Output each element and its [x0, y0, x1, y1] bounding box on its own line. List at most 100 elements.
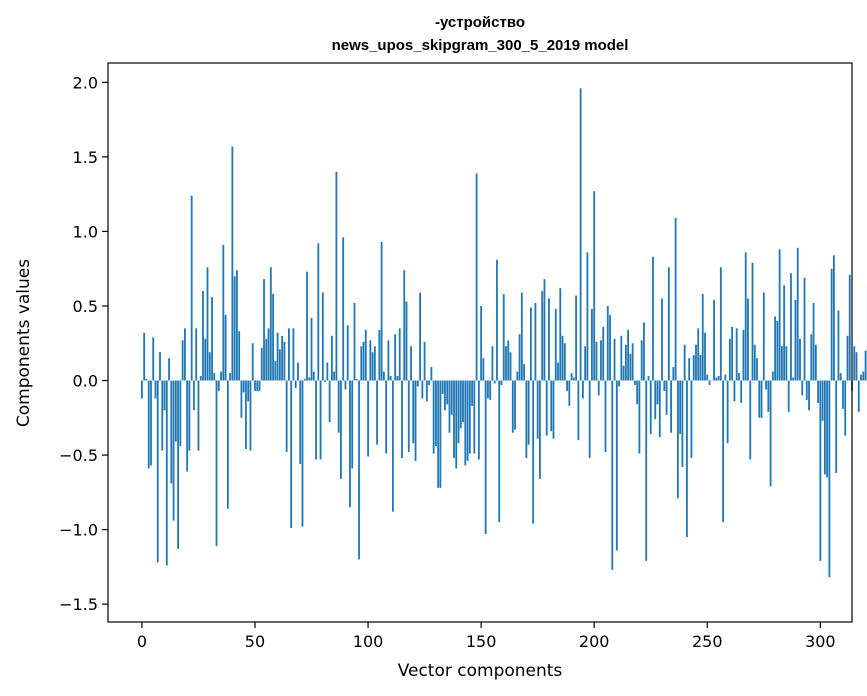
- bar-155: [491, 346, 494, 381]
- bar-300: [819, 380, 822, 561]
- bar-281: [776, 320, 779, 381]
- bar-25: [197, 380, 200, 451]
- bar-154: [489, 380, 492, 400]
- bar-26: [199, 376, 202, 381]
- bar-95: [355, 379, 358, 381]
- bar-79: [319, 380, 322, 460]
- bar-285: [785, 346, 788, 381]
- bar-227: [654, 380, 657, 420]
- x-tick-label: 0: [137, 632, 147, 651]
- bar-219: [636, 380, 639, 405]
- bar-18: [181, 340, 184, 381]
- bar-303: [826, 380, 829, 478]
- bar-88: [340, 380, 342, 479]
- bar-250: [706, 374, 709, 381]
- bar-68: [294, 380, 297, 388]
- bar-168: [520, 292, 523, 381]
- bar-210: [615, 380, 618, 551]
- bar-145: [468, 380, 471, 454]
- bar-21: [188, 380, 191, 451]
- bar-128: [430, 367, 433, 381]
- bar-109: [387, 340, 390, 381]
- bar-230: [661, 298, 663, 381]
- y-tick-label: 0.5: [73, 297, 98, 316]
- bar-113: [396, 376, 399, 381]
- bar-133: [441, 380, 444, 394]
- bar-188: [566, 380, 568, 391]
- bar-302: [823, 380, 826, 475]
- bar-4: [150, 380, 152, 466]
- y-axis-label: Components values: [14, 259, 34, 427]
- bar-206: [606, 305, 609, 381]
- bar-43: [238, 331, 241, 381]
- bar-10: [163, 380, 166, 411]
- bar-170: [525, 380, 528, 459]
- bar-282: [778, 249, 781, 381]
- bar-272: [756, 358, 758, 381]
- bar-39: [229, 373, 232, 381]
- bar-104: [376, 380, 379, 445]
- bar-187: [563, 343, 566, 381]
- bar-182: [552, 380, 555, 439]
- bar-1: [143, 332, 146, 381]
- y-tick-label: −1.5: [59, 595, 98, 614]
- bar-297: [812, 303, 815, 381]
- bar-242: [688, 358, 691, 381]
- bar-53: [260, 347, 263, 381]
- bar-92: [349, 380, 351, 508]
- bar-65: [288, 328, 290, 381]
- bar-211: [618, 380, 620, 387]
- bar-149: [477, 380, 480, 460]
- bar-156: [493, 380, 496, 384]
- bar-144: [466, 380, 469, 462]
- bar-76: [312, 371, 315, 381]
- bar-78: [317, 243, 320, 381]
- bar-277: [767, 380, 770, 412]
- bar-55: [265, 338, 268, 381]
- bar-278: [769, 380, 772, 487]
- bar-320: [864, 350, 867, 381]
- bar-91: [346, 325, 349, 381]
- bar-259: [726, 380, 729, 444]
- bar-257: [722, 380, 725, 523]
- bar-84: [330, 335, 333, 381]
- bar-269: [749, 380, 752, 460]
- bar-174: [534, 303, 537, 381]
- bar-8: [159, 352, 161, 381]
- bar-139: [455, 380, 458, 469]
- bar-127: [428, 380, 431, 385]
- bar-192: [575, 295, 578, 381]
- bar-171: [527, 380, 530, 445]
- bar-134: [444, 380, 446, 411]
- bar-197: [586, 252, 589, 381]
- bar-207: [609, 314, 611, 381]
- bar-41: [233, 276, 236, 381]
- bar-268: [747, 298, 749, 381]
- plot-area: [108, 63, 852, 622]
- bar-98: [362, 341, 365, 381]
- bar-280: [774, 316, 777, 381]
- bar-216: [629, 353, 632, 381]
- bar-100: [367, 380, 369, 457]
- bar-35: [220, 371, 222, 381]
- bar-77: [315, 380, 317, 460]
- bar-14: [172, 380, 175, 521]
- bar-175: [536, 380, 539, 439]
- bar-176: [539, 380, 541, 479]
- bar-191: [572, 377, 575, 381]
- bar-226: [652, 256, 654, 381]
- bar-45: [242, 380, 245, 393]
- bar-119: [410, 346, 412, 381]
- bar-308: [837, 310, 840, 381]
- plot-frame: [107, 62, 853, 623]
- bar-218: [634, 380, 636, 385]
- bar-169: [523, 364, 525, 381]
- bar-203: [600, 340, 602, 381]
- bar-290: [796, 247, 799, 381]
- bar-194: [579, 88, 582, 381]
- bar-140: [457, 380, 460, 444]
- y-tick-label: 1.5: [73, 148, 98, 167]
- bar-60: [276, 332, 279, 381]
- bar-48: [249, 380, 252, 451]
- bar-66: [290, 380, 293, 529]
